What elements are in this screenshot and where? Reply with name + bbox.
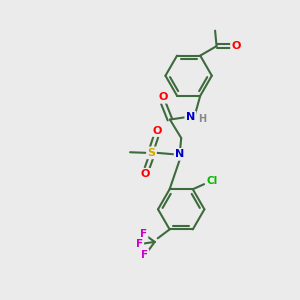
Text: N: N xyxy=(186,112,195,122)
Text: S: S xyxy=(148,148,155,158)
Text: O: O xyxy=(159,92,168,102)
Text: Cl: Cl xyxy=(207,176,218,186)
Text: H: H xyxy=(199,114,207,124)
Text: F: F xyxy=(141,250,148,260)
Text: O: O xyxy=(232,41,241,51)
Text: O: O xyxy=(141,169,150,179)
Text: F: F xyxy=(140,229,147,238)
Text: O: O xyxy=(153,125,162,136)
Text: F: F xyxy=(136,239,143,249)
Text: N: N xyxy=(175,149,184,159)
